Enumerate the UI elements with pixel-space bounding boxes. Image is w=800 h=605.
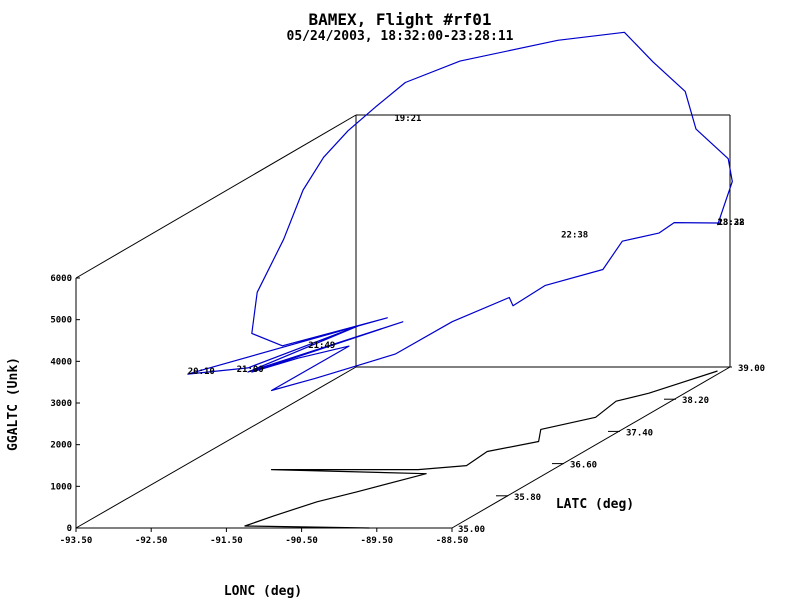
chart-title: BAMEX, Flight #rf01 [308, 10, 491, 29]
x-tick-label: -92.50 [135, 536, 168, 546]
x-tick-label: -93.50 [60, 536, 93, 546]
z-axis-title: GGALTC (Unk) [6, 357, 21, 451]
time-label: 19:21 [394, 114, 421, 124]
time-label: 23:28 [717, 218, 744, 228]
floor-left-edge [75, 366, 357, 529]
y-axis-title: LATC (deg) [556, 497, 634, 512]
time-label: 20:10 [188, 367, 215, 377]
x-tick-label: -91.50 [210, 536, 243, 546]
y-tick-label: 35.80 [514, 493, 541, 503]
x-tick-label: -89.50 [361, 536, 394, 546]
z-tick-label: 1000 [50, 482, 72, 492]
z-tick-label: 4000 [50, 357, 72, 367]
z-tick-label: 6000 [50, 274, 72, 284]
y-tick-label: 35.00 [458, 525, 485, 535]
x-axis-title: LONC (deg) [224, 584, 302, 599]
x-tick-label: -90.50 [285, 536, 318, 546]
left-top-edge [75, 114, 357, 279]
time-label: 18:32 [717, 218, 744, 228]
ground-shadow-line [244, 370, 718, 529]
z-tick-label: 3000 [50, 399, 72, 409]
chart-subtitle: 05/24/2003, 18:32:00-23:28:11 [287, 29, 514, 44]
z-tick-label: 5000 [50, 316, 72, 326]
y-axis-line [451, 366, 731, 529]
y-tick-label: 36.60 [570, 461, 597, 471]
z-tick-label: 0 [67, 524, 72, 534]
flight-track-line [187, 31, 733, 392]
y-tick-label: 38.20 [682, 396, 709, 406]
time-label: 21:49 [308, 341, 335, 351]
time-label: 22:38 [561, 230, 588, 240]
z-tick-label: 2000 [50, 441, 72, 451]
time-label: 21:00 [237, 365, 264, 375]
x-tick-label: -88.50 [436, 536, 469, 546]
y-tick-label: 37.40 [626, 428, 653, 438]
y-tick-label: 39.00 [738, 364, 765, 374]
